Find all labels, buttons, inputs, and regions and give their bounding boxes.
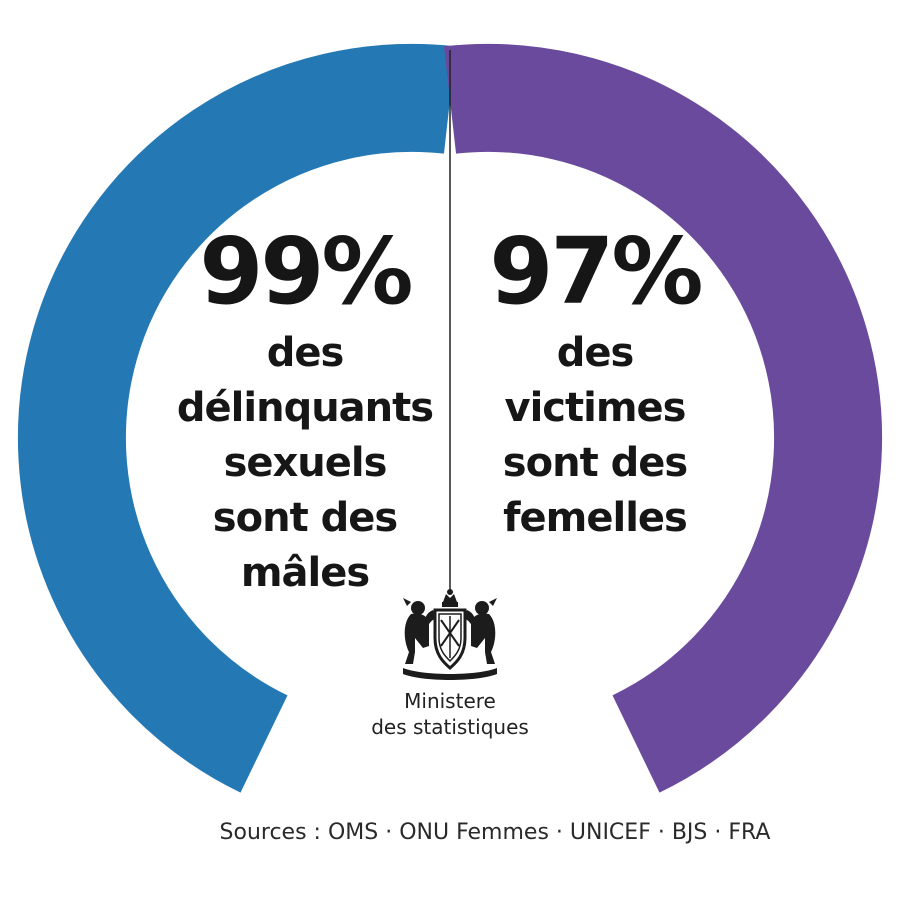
male-offenders-description: des délinquants sexuels sont des mâles bbox=[176, 330, 434, 596]
sources-footer: Sources : OMS · ONU Femmes · UNICEF · BJ… bbox=[219, 820, 771, 845]
female-victims-percentage: 97% bbox=[489, 218, 703, 325]
left-arc-segment bbox=[17, 43, 456, 793]
female-victims-description: des victimes sont des femelles bbox=[502, 330, 688, 541]
male-offenders-stat: 99% des délinquants sexuels sont des mâl… bbox=[165, 222, 445, 601]
male-offenders-percentage: 99% bbox=[199, 218, 413, 325]
ministry-label: Ministere des statistiques bbox=[371, 689, 529, 739]
right-arc-segment bbox=[444, 43, 883, 793]
female-victims-stat: 97% des victimes sont des femelles bbox=[455, 222, 735, 546]
coat-of-arms-icon bbox=[403, 589, 497, 680]
